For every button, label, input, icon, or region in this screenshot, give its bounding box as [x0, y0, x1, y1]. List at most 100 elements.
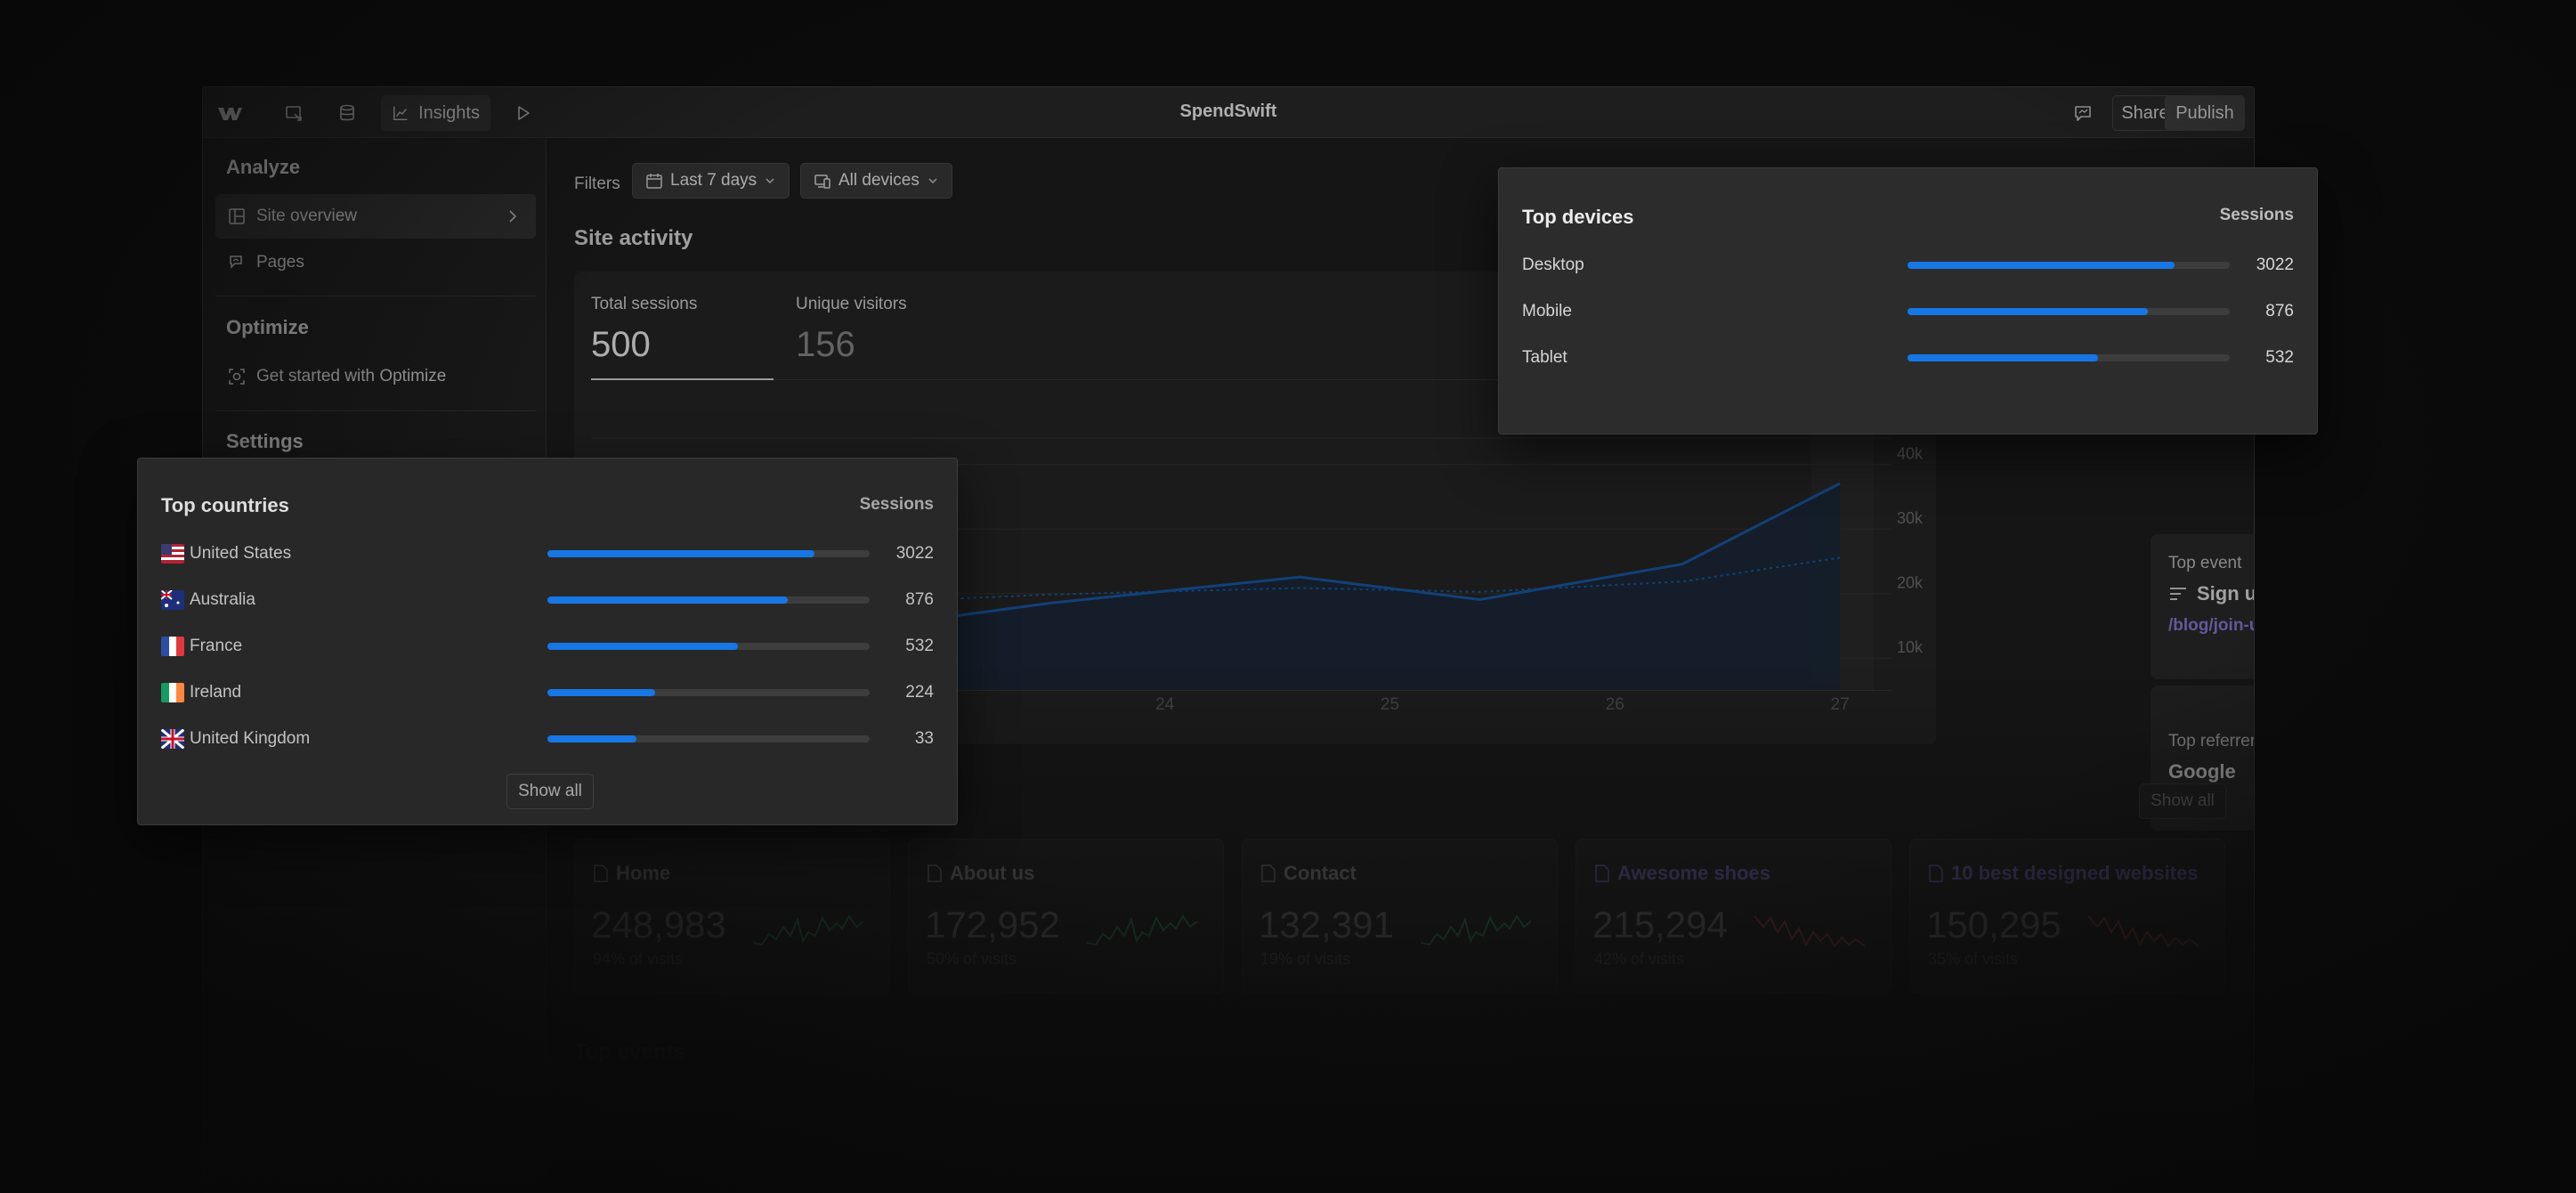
row-label-text: Ireland — [190, 683, 242, 702]
row-label: Tablet — [1522, 348, 1567, 368]
chevron-right-icon — [509, 210, 517, 223]
row-value: 532 — [2265, 348, 2294, 367]
page-card-subtitle: 19% of visits — [1260, 950, 1351, 968]
webflow-logo-icon[interactable] — [215, 99, 244, 127]
cms-button[interactable] — [328, 95, 367, 131]
row-label-text: Mobile — [1522, 302, 1572, 321]
list-item: Tablet 532 — [1522, 345, 2294, 371]
row-label-text: France — [190, 637, 243, 655]
us-flag-icon — [161, 544, 184, 564]
top-devices-title: Top devices — [1522, 206, 1634, 228]
row-value: 876 — [2265, 302, 2294, 321]
progress-fill — [547, 643, 738, 650]
sparkline — [1754, 915, 1866, 948]
chevron-down-icon — [766, 178, 774, 184]
progress-fill — [1908, 308, 2148, 315]
top-event-card: Top event Sign up form /blog/join-us — [2151, 534, 2254, 679]
add-element-icon — [286, 106, 302, 121]
active-tab-indicator — [591, 378, 774, 380]
page-card-subtitle: 94% of visits — [593, 950, 684, 968]
page-card-title: 10 best designed websites — [1928, 862, 2199, 885]
page-card[interactable]: About us 172,952 50% of visits — [908, 839, 1224, 994]
document-icon — [1929, 864, 1943, 882]
device-filter-value: All devices — [838, 171, 919, 190]
y-tick-label: 10k — [1897, 638, 1924, 656]
page-card-value: 215,294 — [1592, 904, 1728, 945]
sparkline — [1421, 914, 1532, 946]
top-event-path-link[interactable]: /blog/join-us — [2168, 616, 2254, 635]
ie-flag-icon — [161, 683, 184, 702]
insights-tab[interactable]: Insights — [381, 95, 490, 131]
unique-visitors-tab[interactable]: Unique visitors 156 — [796, 295, 907, 365]
metric-label: Total sessions — [591, 295, 698, 313]
row-value: 3022 — [2256, 256, 2294, 274]
document-icon — [594, 864, 608, 882]
calendar-icon — [646, 174, 662, 189]
progress-fill — [547, 596, 788, 604]
y-tick-label: 40k — [1897, 444, 1924, 462]
row-label-text: Australia — [190, 590, 255, 609]
page-card-subtitle: 35% of visits — [1928, 950, 2019, 968]
progress-track — [547, 550, 870, 557]
metric-label: Unique visitors — [796, 295, 907, 313]
x-tick-label: 27 — [1831, 695, 1850, 714]
top-countries-panel: Top countries Sessions United States 302… — [137, 458, 958, 825]
date-range-filter[interactable]: Last 7 days — [632, 163, 790, 199]
device-filter[interactable]: All devices — [800, 163, 952, 199]
target-icon — [229, 369, 245, 385]
sidebar-item-pages[interactable]: Pages — [215, 240, 536, 285]
devices-icon — [814, 174, 830, 189]
page-card[interactable]: 10 best designed websites 150,295 35% of… — [1909, 839, 2225, 994]
pages-icon — [230, 256, 242, 269]
sidebar-item-site-overview[interactable]: Site overview — [215, 194, 536, 239]
progress-track — [1908, 308, 2230, 315]
page-card-title-text: Awesome shoes — [1617, 862, 1771, 884]
page-card[interactable]: Home 248,983 94% of visits — [574, 839, 890, 994]
publish-button[interactable]: Publish — [2165, 95, 2245, 131]
list-item: Desktop 3022 — [1522, 252, 2294, 279]
page-card-value: 248,983 — [591, 904, 726, 945]
document-icon — [928, 864, 942, 882]
list-item: Ireland 224 — [161, 679, 934, 706]
site-activity-title: Site activity — [574, 226, 693, 250]
page-card-value: 150,295 — [1926, 904, 2062, 945]
countries-show-all-button[interactable]: Show all — [506, 774, 594, 809]
x-tick-label: 26 — [1606, 695, 1624, 714]
row-label-text: Tablet — [1522, 348, 1567, 367]
page-card[interactable]: Contact 132,391 19% of visits — [1242, 839, 1558, 994]
sidebar-item-optimize[interactable]: Get started with Optimize — [215, 354, 536, 399]
filters-label: Filters — [574, 174, 620, 193]
row-label: United States — [161, 544, 291, 564]
row-label-text: United Kingdom — [190, 729, 311, 748]
progress-track — [547, 596, 870, 604]
add-elements-button[interactable] — [274, 95, 313, 131]
page-card-subtitle: 50% of visits — [927, 950, 1017, 968]
sparkline — [1087, 914, 1198, 946]
sparkline — [2088, 915, 2199, 948]
sessions-column-header: Sessions — [859, 495, 934, 514]
fr-flag-icon — [161, 637, 184, 656]
date-range-value: Last 7 days — [670, 171, 757, 190]
total-sessions-tab[interactable]: Total sessions 500 — [591, 295, 697, 365]
progress-track — [547, 643, 870, 650]
row-label: Australia — [161, 590, 255, 610]
list-item: Mobile 876 — [1522, 298, 2294, 325]
row-value: 876 — [905, 590, 934, 609]
sidebar-item-label: Pages — [256, 253, 304, 272]
page-card-title: Awesome shoes — [1594, 862, 1770, 885]
progress-track — [547, 735, 870, 743]
sidebar-item-label: Site overview — [256, 207, 357, 225]
page-card[interactable]: Awesome shoes 215,294 42% of visits — [1576, 839, 1891, 994]
progress-fill — [547, 550, 815, 557]
row-label: France — [161, 637, 242, 656]
pages-show-all-button[interactable]: Show all — [2139, 783, 2226, 819]
chevron-down-icon — [928, 178, 937, 184]
preview-button[interactable] — [504, 95, 543, 131]
page-card-title-text: About us — [950, 862, 1035, 884]
x-tick-label: 24 — [1155, 695, 1175, 714]
top-event-name: Sign up form — [2168, 582, 2254, 605]
chart-line-icon — [393, 106, 408, 121]
progress-track — [1908, 354, 2230, 361]
au-flag-icon — [161, 590, 184, 610]
comments-button[interactable] — [2063, 95, 2102, 131]
